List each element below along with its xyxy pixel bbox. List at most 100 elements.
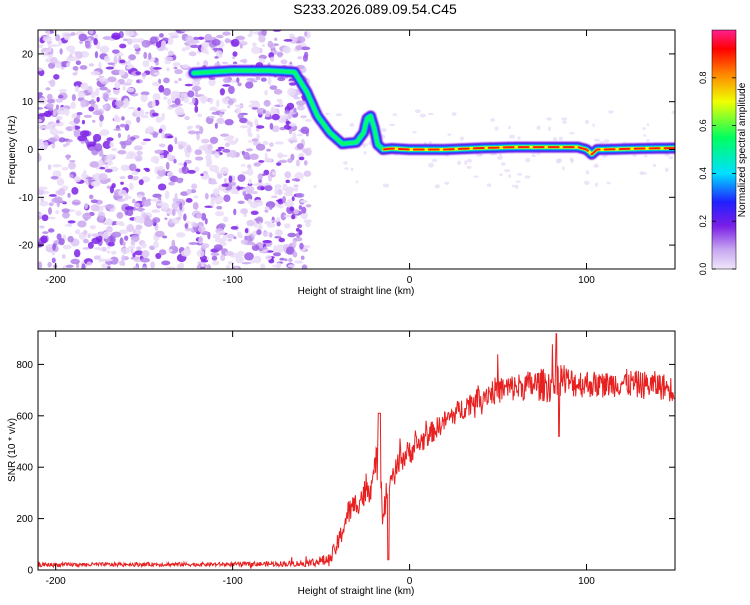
noise-blob xyxy=(133,145,143,151)
noise-blob xyxy=(106,137,114,142)
noise-blob xyxy=(140,91,150,96)
noise-blob xyxy=(664,167,669,172)
noise-blob xyxy=(56,116,63,121)
noise-blob xyxy=(490,118,495,122)
noise-blob xyxy=(264,220,272,225)
noise-blob xyxy=(300,126,310,135)
noise-blob xyxy=(107,76,117,83)
noise-blob xyxy=(137,194,143,199)
noise-blob xyxy=(137,107,141,111)
noise-blob xyxy=(101,246,107,252)
noise-blob xyxy=(253,218,262,222)
noise-blob xyxy=(185,198,193,203)
snr-x-tick-label: -100 xyxy=(223,576,243,587)
noise-blob xyxy=(57,94,64,99)
noise-blob xyxy=(55,98,64,103)
noise-blob xyxy=(122,241,126,246)
noise-blob xyxy=(276,262,282,269)
noise-blob xyxy=(643,155,648,158)
noise-blob xyxy=(204,149,213,155)
noise-blob xyxy=(246,219,255,227)
noise-blob xyxy=(158,249,167,256)
noise-blob xyxy=(248,178,252,185)
noise-blob xyxy=(127,58,131,66)
colorbar-tick-label: 0.0 xyxy=(698,263,708,276)
noise-blob xyxy=(561,117,568,121)
noise-blob xyxy=(295,45,303,51)
noise-blob xyxy=(271,219,277,223)
noise-blob xyxy=(83,114,92,118)
noise-blob xyxy=(120,247,131,254)
noise-blob xyxy=(269,142,274,147)
noise-blob xyxy=(178,77,182,81)
noise-blob xyxy=(214,169,220,174)
noise-blob xyxy=(508,134,515,139)
noise-blob xyxy=(165,161,170,170)
noise-blob xyxy=(59,48,63,55)
noise-blob xyxy=(158,128,163,134)
noise-blob xyxy=(642,127,646,131)
noise-blob xyxy=(525,157,531,163)
noise-blob xyxy=(237,250,245,257)
noise-blob xyxy=(222,77,231,84)
noise-blob xyxy=(237,231,242,238)
noise-blob xyxy=(161,260,171,266)
noise-blob xyxy=(39,225,45,229)
noise-blob xyxy=(194,149,203,156)
noise-blob xyxy=(232,51,238,57)
noise-blob xyxy=(256,107,266,115)
noise-blob xyxy=(125,30,135,37)
noise-blob xyxy=(206,158,213,166)
noise-blob xyxy=(296,64,305,69)
noise-blob xyxy=(141,250,150,258)
noise-blob xyxy=(240,239,248,245)
noise-blob xyxy=(291,213,296,220)
noise-blob xyxy=(69,56,79,62)
noise-blob xyxy=(237,174,246,182)
noise-blob xyxy=(56,130,64,135)
noise-blob xyxy=(508,174,512,178)
noise-blob xyxy=(204,192,209,200)
noise-blob xyxy=(95,88,100,97)
noise-blob xyxy=(265,110,271,118)
noise-blob xyxy=(38,107,44,110)
noise-blob xyxy=(196,249,205,258)
noise-blob xyxy=(214,56,219,59)
noise-blob xyxy=(132,198,136,204)
noise-blob xyxy=(131,38,140,43)
noise-blob xyxy=(204,205,214,209)
noise-blob xyxy=(164,56,174,62)
noise-blob xyxy=(172,62,181,67)
noise-blob xyxy=(98,78,106,82)
noise-blob xyxy=(56,177,65,186)
noise-blob xyxy=(128,245,136,250)
noise-blob xyxy=(222,84,231,87)
noise-blob xyxy=(451,112,457,117)
noise-blob xyxy=(264,89,269,96)
noise-blob xyxy=(133,43,140,50)
noise-blob xyxy=(246,120,251,126)
spectrogram-x-tick-label: -200 xyxy=(46,275,66,286)
noise-blob xyxy=(81,263,86,269)
colorbar-ticks: 0.0 0.2 0.4 0.6 0.8 xyxy=(698,72,736,276)
noise-blob xyxy=(225,264,231,269)
noise-blob xyxy=(235,36,246,40)
noise-blob xyxy=(70,258,80,265)
noise-blob xyxy=(77,135,88,142)
noise-blob xyxy=(98,159,104,166)
noise-blob xyxy=(186,144,192,153)
spectrogram-y-tick-label: -20 xyxy=(19,241,34,252)
noise-blob xyxy=(228,140,238,145)
noise-blob xyxy=(258,160,265,163)
noise-blob xyxy=(92,133,102,142)
noise-blob xyxy=(84,40,91,49)
noise-blob xyxy=(603,139,610,143)
noise-blob xyxy=(444,181,450,185)
noise-blob xyxy=(301,264,308,269)
snr-y-tick-label: 400 xyxy=(16,463,33,474)
noise-blob xyxy=(227,99,234,106)
noise-blob xyxy=(274,141,284,145)
noise-blob xyxy=(350,167,354,172)
noise-blob xyxy=(155,116,163,123)
